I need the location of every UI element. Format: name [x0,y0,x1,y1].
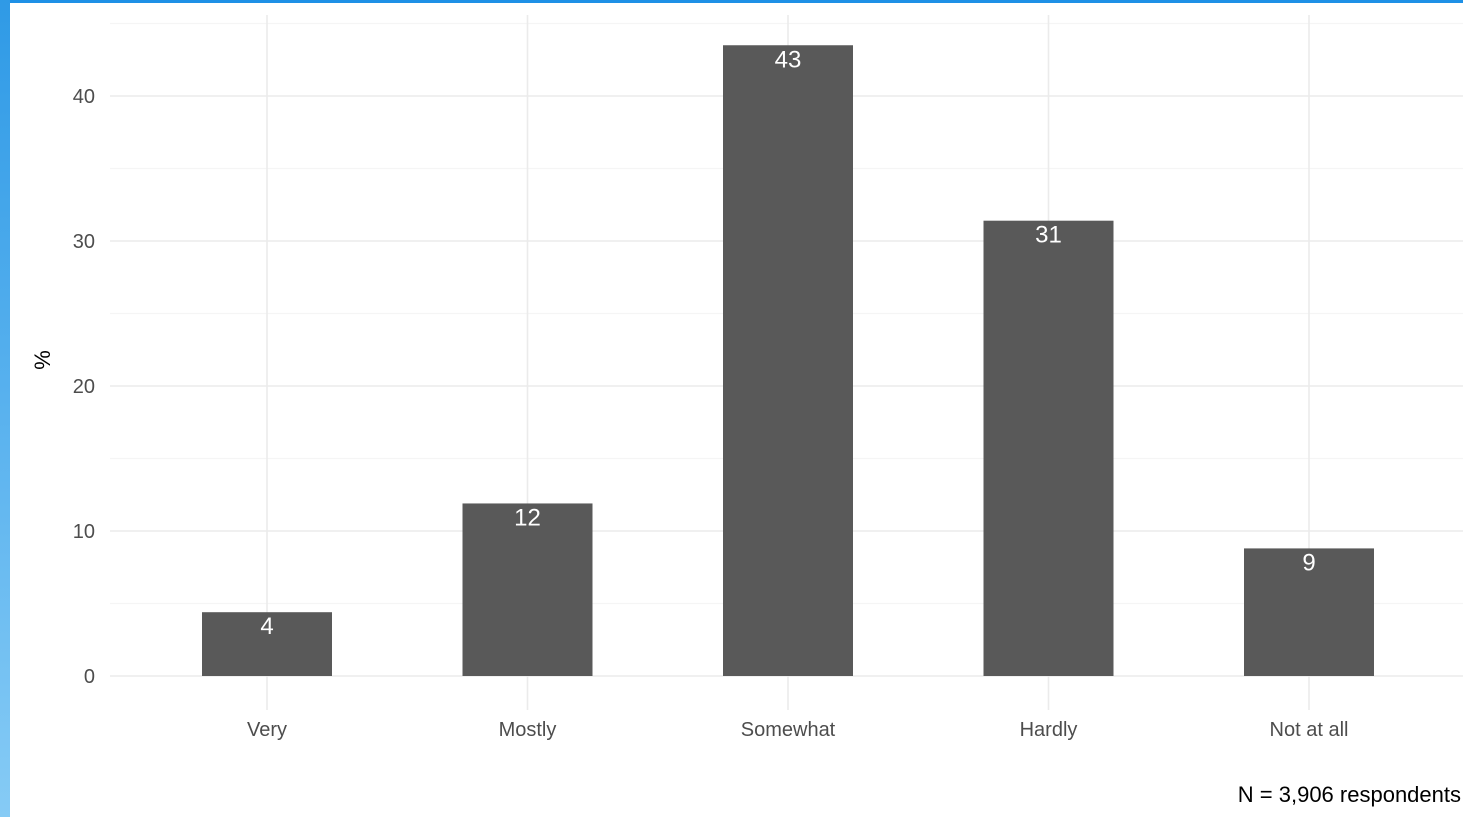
bar-not-at-all [1244,548,1374,676]
bar-value-label: 9 [1302,549,1315,576]
data-label-layer: 4 12 43 31 9 [260,46,1315,640]
x-tick-label: Not at all [1270,719,1349,741]
x-tick-label: Hardly [1020,719,1078,741]
bar-value-label: 12 [514,504,541,531]
window-top-border [0,0,1463,3]
bar-value-label: 43 [775,46,802,73]
bar-hardly [983,220,1114,676]
x-tick-label: Somewhat [741,719,836,741]
bar-value-label: 31 [1035,222,1062,249]
bar-value-label: 4 [260,613,273,640]
y-axis-title: % [30,350,55,370]
bar-layer [202,45,1374,676]
y-tick-label: 20 [73,376,95,398]
x-tick-label: Mostly [499,719,557,741]
x-tick-layer: Very Mostly Somewhat Hardly Not at all [247,719,1348,741]
y-tick-label: 0 [84,666,95,688]
bar-somewhat [723,45,853,676]
bar-mostly [462,503,593,676]
y-tick-label: 10 [73,521,95,543]
bar-very [202,612,332,676]
y-tick-layer: 0 10 20 30 40 [73,86,95,688]
window-left-border [0,0,10,817]
y-tick-label: 30 [73,231,95,253]
caption-sample-size: N = 3,906 respondents [1237,782,1461,807]
y-tick-label: 40 [73,86,95,108]
x-tick-label: Very [247,719,287,741]
